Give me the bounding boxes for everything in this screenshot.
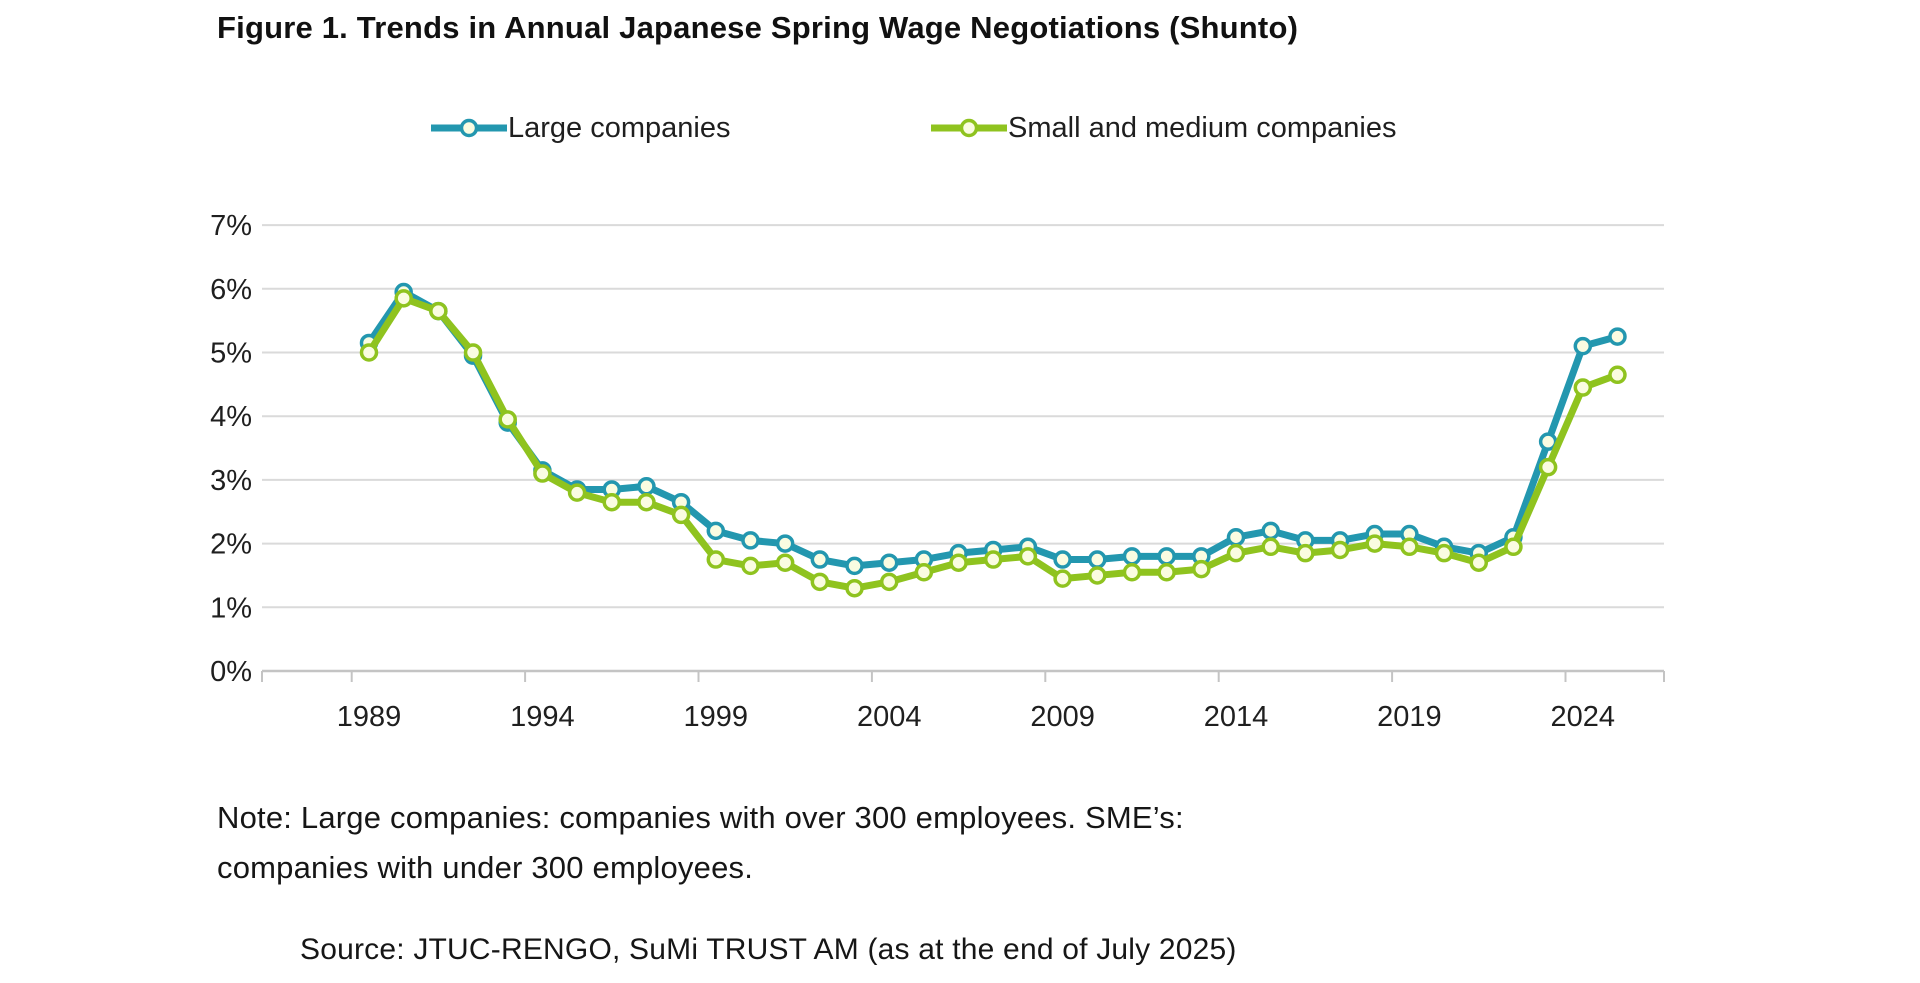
data-point-large-companies: [879, 553, 899, 572]
x-axis-label: 2019: [1377, 701, 1442, 733]
data-point-small-medium-companies: [949, 553, 968, 572]
data-point-large-companies: [1122, 547, 1142, 566]
data-point-small-medium-companies: [1434, 543, 1454, 563]
y-axis-label: 2%: [210, 529, 252, 561]
data-point-small-medium-companies: [1122, 563, 1142, 582]
data-point-large-companies: [1053, 550, 1072, 569]
data-point-small-medium-companies: [1157, 563, 1176, 582]
data-point-small-medium-companies: [845, 578, 864, 598]
data-point-small-medium-companies: [1330, 540, 1350, 560]
legend-item-sme-companies: Small and medium companies: [930, 111, 1396, 145]
data-point-small-medium-companies: [602, 492, 622, 512]
data-point-small-medium-companies: [810, 572, 830, 592]
figure-title: Figure 1. Trends in Annual Japanese Spri…: [217, 10, 1299, 45]
data-point-small-medium-companies: [1504, 537, 1523, 557]
chart-note: Note: Large companies: companies with ov…: [217, 793, 1567, 893]
y-axis-label: 4%: [210, 401, 252, 433]
data-point-small-medium-companies: [1192, 559, 1211, 579]
data-point-large-companies: [1573, 336, 1593, 356]
data-point-large-companies: [1088, 550, 1107, 569]
data-point-large-companies: [637, 477, 656, 496]
data-point-small-medium-companies: [775, 553, 795, 572]
data-point-small-medium-companies: [1538, 457, 1558, 477]
chart-source: Source: JTUC-RENGO, SuMi TRUST AM (as at…: [300, 933, 1237, 966]
series-line-large-companies: [365, 288, 1621, 570]
x-axis-label: 2024: [1551, 701, 1616, 733]
x-axis-label: 1999: [684, 701, 749, 733]
note-line-2: companies with under 300 employees.: [217, 850, 754, 885]
data-point-large-companies: [706, 521, 726, 541]
data-point-small-medium-companies: [1261, 537, 1280, 557]
data-point-small-medium-companies: [1469, 553, 1489, 572]
data-point-small-medium-companies: [429, 301, 448, 321]
note-line-1: Note: Large companies: companies with ov…: [217, 800, 1184, 835]
legend-label-sme: Small and medium companies: [1008, 111, 1397, 144]
data-point-small-medium-companies: [533, 464, 552, 483]
data-point-small-medium-companies: [1365, 534, 1384, 553]
x-axis-label: 1994: [510, 701, 575, 733]
data-point-large-companies: [1157, 547, 1176, 566]
data-point-small-medium-companies: [1296, 543, 1315, 563]
data-point-small-medium-companies: [1608, 365, 1627, 385]
data-point-large-companies: [810, 550, 830, 569]
data-point-small-medium-companies: [1088, 566, 1107, 585]
data-point-large-companies: [775, 534, 795, 553]
data-point-small-medium-companies: [567, 483, 587, 502]
y-axis-label: 1%: [210, 592, 252, 624]
x-axis-label: 2004: [857, 701, 922, 733]
line-chart: 7% 6% 5% 4% 3% 2% 1% 0% 1989 1994 1999 2004 2009 2014…: [210, 210, 1665, 733]
data-point-large-companies: [1608, 327, 1627, 346]
data-point-small-medium-companies: [394, 289, 413, 308]
data-point-large-companies: [845, 556, 864, 576]
data-point-large-companies: [741, 531, 760, 550]
legend-dot: [959, 118, 979, 138]
data-point-small-medium-companies: [671, 505, 691, 525]
y-axis-label: 0%: [210, 656, 252, 688]
x-axis-label: 2014: [1204, 701, 1269, 733]
x-axis-label: 1989: [337, 701, 402, 733]
data-point-small-medium-companies: [983, 550, 1003, 569]
y-axis-label: 3%: [210, 465, 252, 497]
data-point-small-medium-companies: [741, 556, 760, 576]
data-point-small-medium-companies: [914, 563, 934, 582]
data-point-small-medium-companies: [1018, 547, 1038, 566]
data-point-small-medium-companies: [1400, 537, 1419, 557]
data-point-large-companies: [1261, 521, 1280, 541]
data-point-small-medium-companies: [498, 410, 517, 429]
y-axis-label: 5%: [210, 338, 252, 370]
data-point-small-medium-companies: [706, 550, 726, 569]
data-point-small-medium-companies: [1226, 543, 1246, 563]
data-point-small-medium-companies: [1573, 378, 1593, 397]
data-point-small-medium-companies: [637, 492, 656, 512]
data-point-large-companies: [1226, 527, 1246, 547]
data-point-small-medium-companies: [463, 343, 483, 362]
legend-label-large: Large companies: [508, 111, 731, 144]
legend-marker-large-icon: [431, 118, 507, 138]
y-axis-label: 7%: [210, 210, 252, 242]
x-axis-label: 2009: [1030, 701, 1095, 733]
legend-item-large-companies: Large companies: [430, 111, 730, 145]
legend-marker-sme-icon: [931, 118, 1007, 138]
legend-dot: [459, 118, 479, 138]
data-point-small-medium-companies: [1053, 569, 1072, 588]
data-point-small-medium-companies: [879, 572, 899, 592]
data-point-small-medium-companies: [359, 343, 379, 362]
y-axis-label: 6%: [210, 274, 252, 306]
